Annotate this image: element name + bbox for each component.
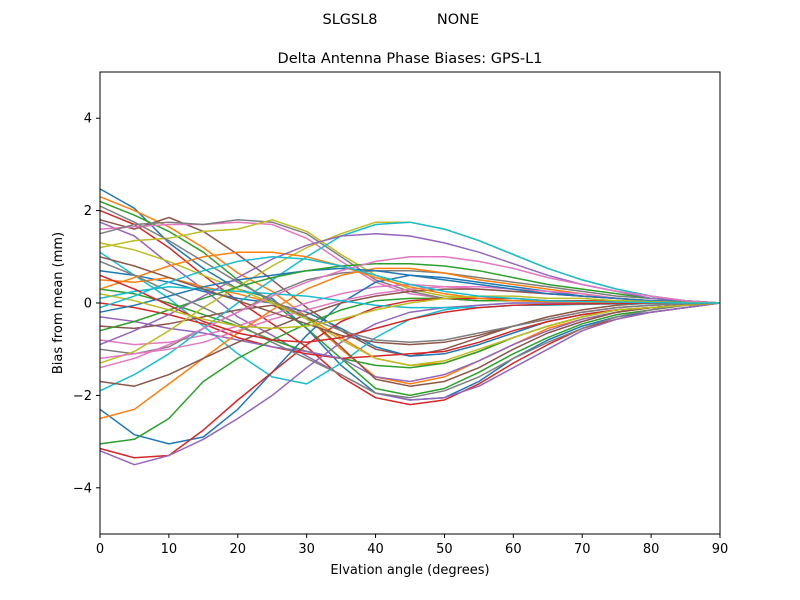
x-tick-label: 10 — [161, 542, 178, 557]
x-tick-label: 80 — [643, 542, 660, 557]
x-tick-label: 20 — [230, 542, 247, 557]
x-tick-label: 60 — [505, 542, 522, 557]
series-line-3 — [99, 200, 721, 397]
series-line-37 — [99, 256, 721, 369]
x-tick-label: 90 — [712, 542, 729, 557]
y-tick-label: −4 — [73, 481, 92, 496]
figure-header-right: NONE — [437, 12, 479, 28]
series-line-16 — [99, 302, 721, 387]
x-tick-label: 30 — [298, 542, 315, 557]
x-axis-ticks: 0 10 20 30 40 50 60 70 80 90 — [96, 534, 728, 557]
y-tick-label: −2 — [73, 389, 92, 404]
series-line-33 — [99, 262, 721, 332]
figure-header-left: SLGSL8 — [322, 12, 377, 28]
x-tick-label: 0 — [96, 542, 104, 557]
x-axis-label: Elvation angle (degrees) — [330, 563, 489, 578]
series-line-28 — [99, 260, 721, 399]
x-tick-label: 40 — [367, 542, 384, 557]
y-tick-label: 0 — [84, 297, 92, 312]
series-lines-group — [99, 188, 721, 466]
series-line-31 — [99, 267, 721, 313]
y-tick-label: 4 — [84, 112, 92, 127]
x-tick-label: 50 — [436, 542, 453, 557]
series-line-39 — [99, 293, 721, 330]
y-axis-ticks: −4 −2 0 2 4 — [73, 112, 100, 496]
series-line-29 — [99, 242, 721, 367]
chart-title: Delta Antenna Phase Biases: GPS-L1 — [278, 51, 543, 67]
series-line-40 — [99, 256, 720, 309]
series-line-38 — [99, 205, 721, 344]
x-tick-label: 70 — [574, 542, 591, 557]
series-line-34 — [99, 274, 720, 344]
y-axis-label: Bias from mean (mm) — [51, 232, 66, 374]
y-tick-label: 2 — [84, 204, 92, 219]
